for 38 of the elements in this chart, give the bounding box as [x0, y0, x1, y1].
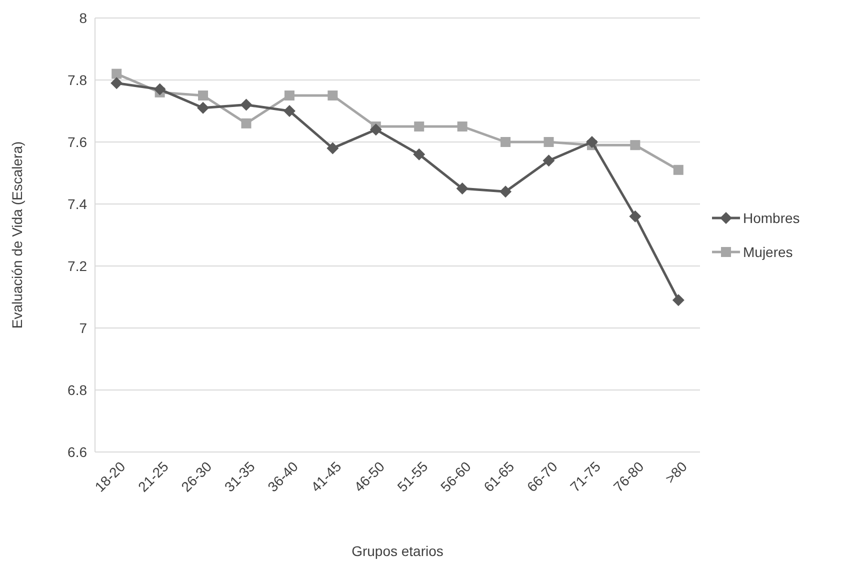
point — [110, 77, 123, 90]
y-tick-label: 7.8 — [68, 72, 88, 88]
y-axis-title: Evaluación de Vida (Escalera) — [9, 141, 25, 329]
y-tick-label: 7.2 — [68, 258, 88, 274]
y-tick-label: 8 — [79, 10, 88, 26]
point — [197, 102, 210, 114]
point — [414, 122, 424, 132]
point — [542, 154, 555, 167]
legend-label: Mujeres — [743, 244, 793, 260]
point — [457, 122, 468, 132]
point — [413, 148, 426, 160]
y-tick-label: 7 — [79, 320, 88, 336]
point — [241, 118, 252, 128]
point — [500, 186, 512, 198]
point — [284, 90, 294, 100]
point — [672, 294, 684, 306]
point — [500, 137, 511, 147]
point — [326, 142, 339, 154]
point — [586, 136, 598, 148]
point — [328, 90, 338, 100]
x-axis-title: Grupos etarios — [352, 543, 444, 559]
point — [198, 90, 208, 100]
point — [154, 83, 166, 96]
point — [283, 105, 296, 117]
y-tick-label: 6.8 — [68, 382, 88, 398]
point — [544, 137, 554, 147]
y-tick-label: 7.4 — [68, 196, 88, 212]
point — [112, 68, 122, 79]
point — [240, 98, 252, 111]
point — [456, 182, 468, 194]
point — [630, 140, 640, 150]
y-tick-label: 6.6 — [68, 444, 88, 460]
point — [673, 164, 684, 175]
point — [370, 124, 382, 136]
point — [629, 210, 642, 222]
x-tick-label: >80 — [662, 458, 690, 486]
legend-label: Hombres — [743, 210, 800, 226]
y-tick-label: 7.6 — [68, 134, 88, 150]
